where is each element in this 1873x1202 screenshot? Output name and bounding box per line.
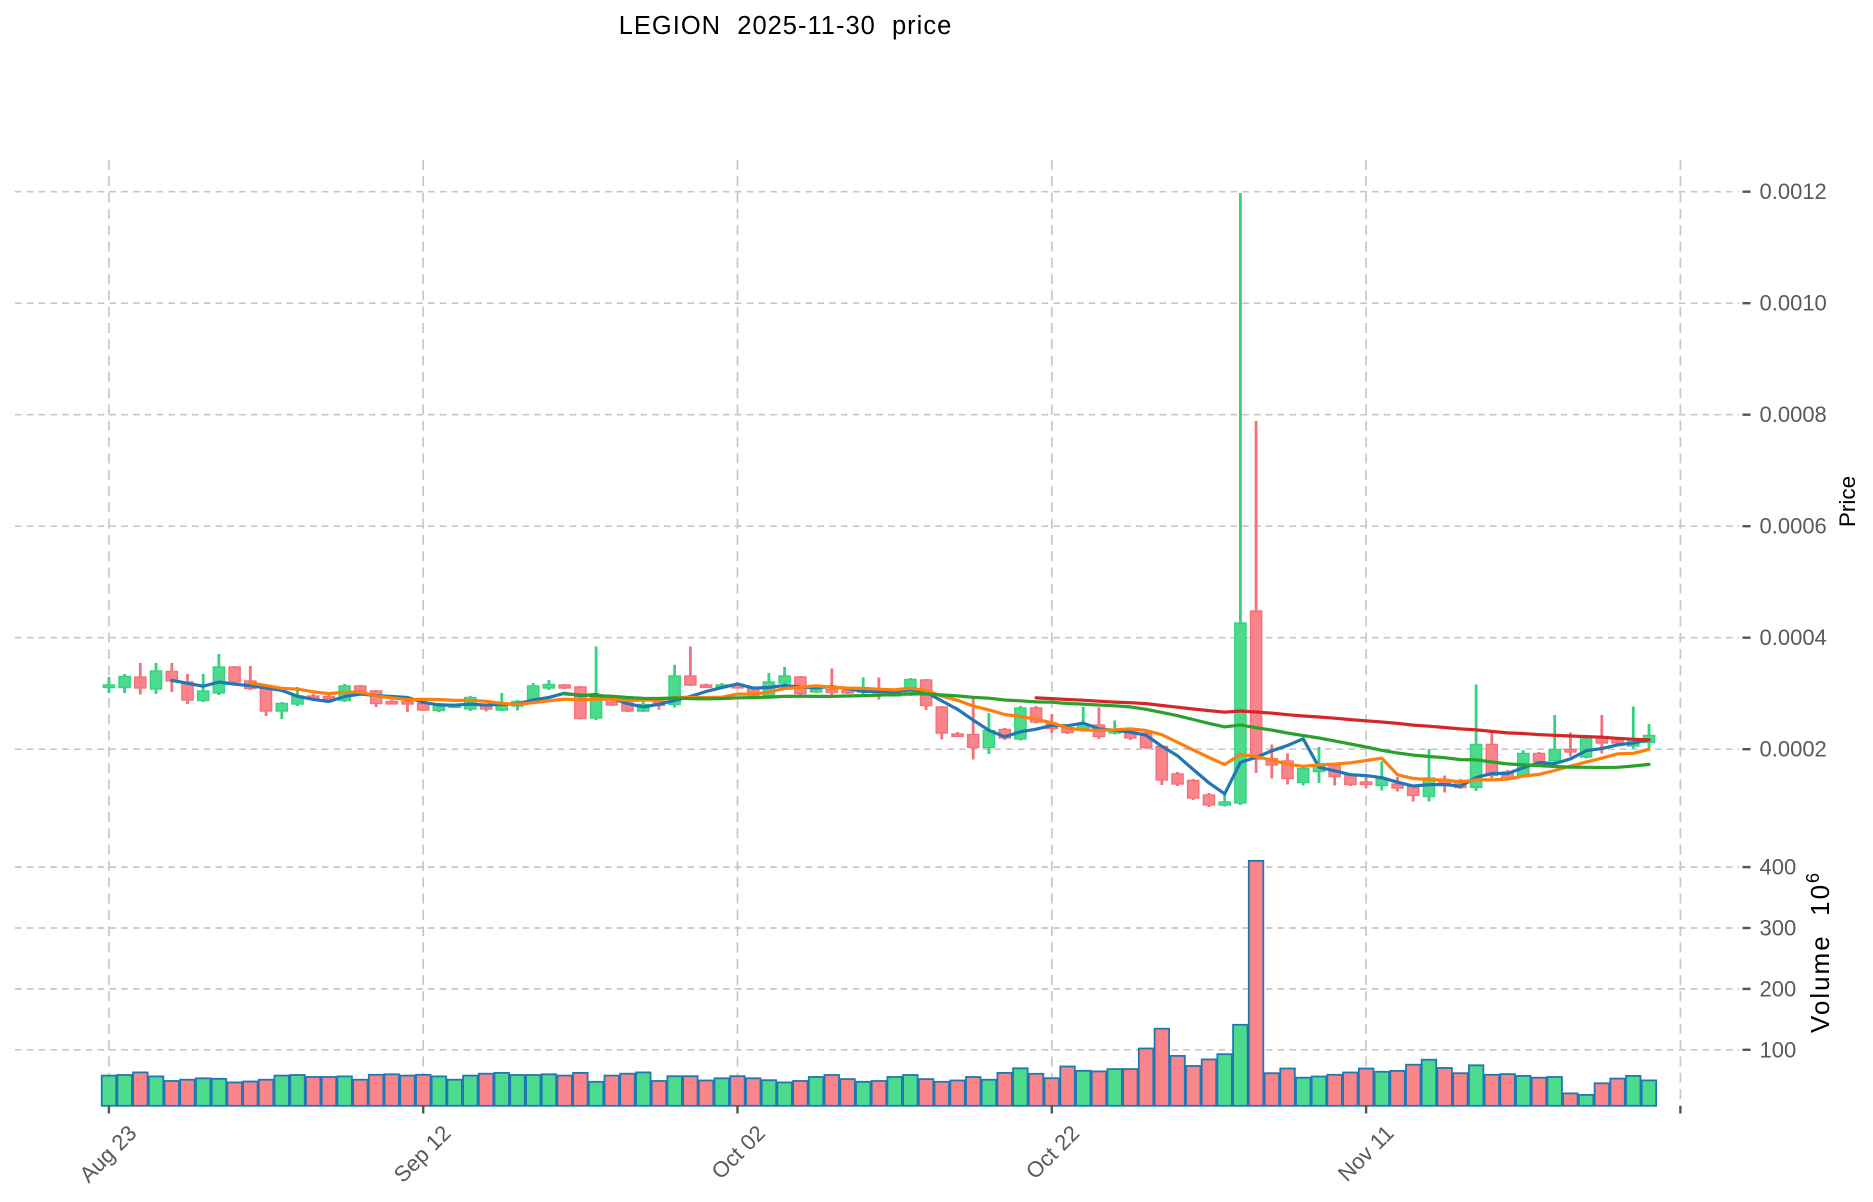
svg-text:400: 400 — [1760, 855, 1797, 880]
svg-text:0.0012: 0.0012 — [1760, 179, 1827, 204]
svg-text:Price: Price — [1835, 476, 1860, 527]
svg-text:0.0006: 0.0006 — [1760, 514, 1827, 539]
svg-text:LEGION 2025-11-30 price: LEGION 2025-11-30 price — [619, 12, 953, 40]
svg-text:0.0010: 0.0010 — [1760, 291, 1827, 316]
svg-text:300: 300 — [1760, 916, 1797, 941]
svg-text:0.0002: 0.0002 — [1760, 737, 1827, 762]
svg-text:0.0004: 0.0004 — [1760, 625, 1827, 650]
svg-text:Volume 106: Volume 106 — [1803, 871, 1835, 1033]
svg-text:200: 200 — [1760, 976, 1797, 1001]
svg-text:0.0008: 0.0008 — [1760, 402, 1827, 427]
svg-text:100: 100 — [1760, 1037, 1797, 1062]
